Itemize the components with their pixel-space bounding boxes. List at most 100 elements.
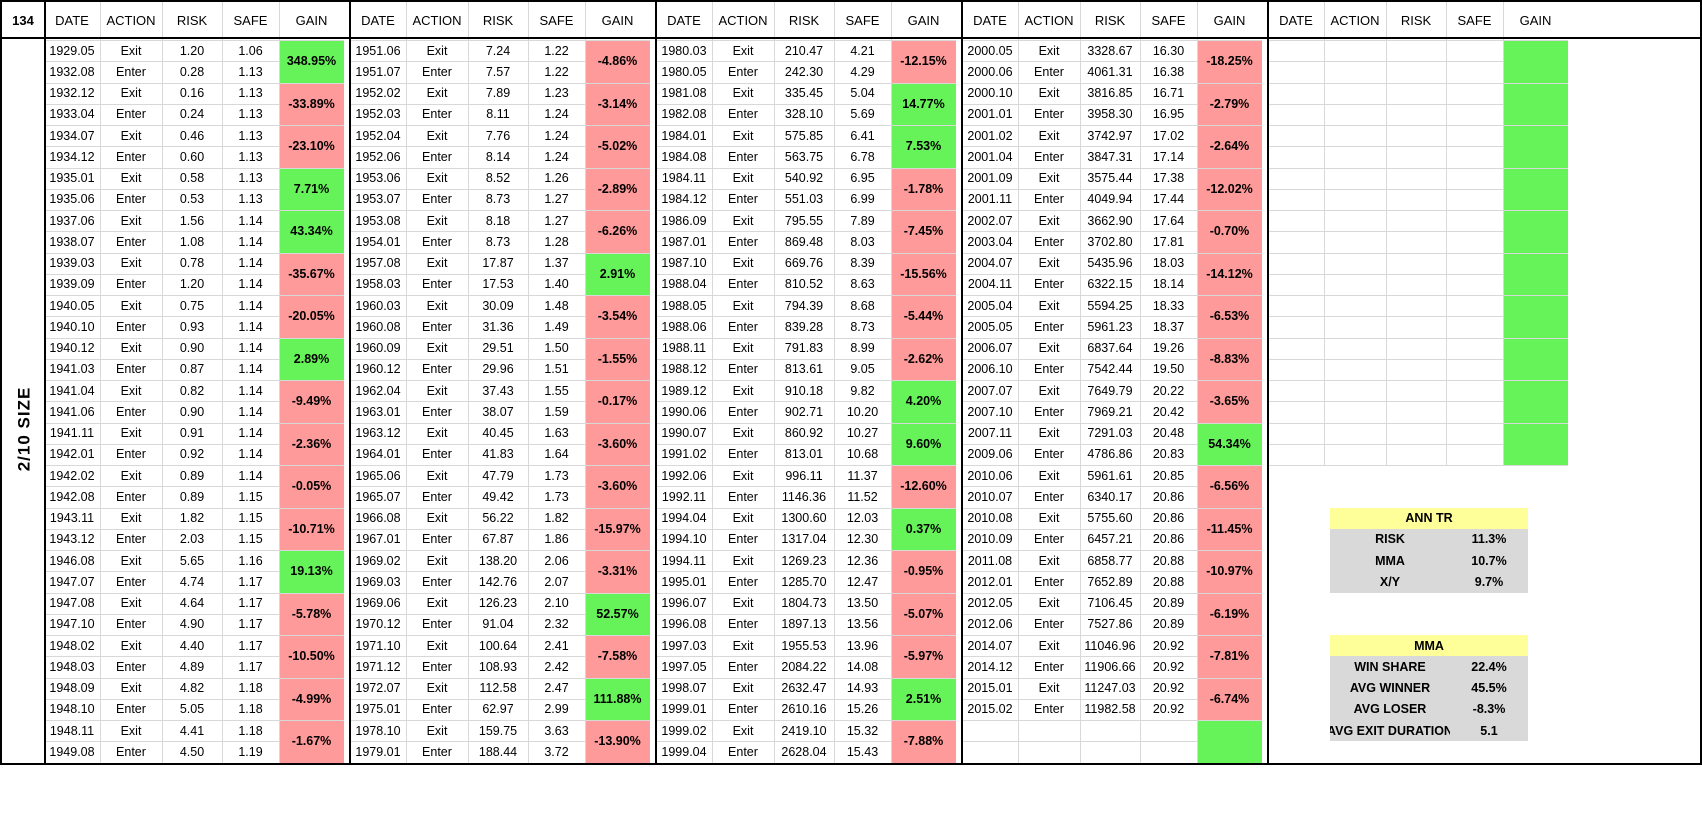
cell-safe[interactable]: 1.63	[544, 426, 569, 441]
cell-date[interactable]: 1984.08	[661, 149, 707, 164]
cell-safe[interactable]: 1.19	[238, 744, 263, 759]
gain-cell[interactable]	[1197, 720, 1262, 763]
cell-safe[interactable]: 14.93	[846, 681, 879, 696]
gain-cell[interactable]: -1.67%	[279, 720, 344, 763]
cell-action[interactable]: Enter	[728, 489, 758, 504]
cell-date[interactable]: 1987.01	[661, 234, 707, 249]
cell-safe[interactable]: 1.37	[544, 256, 569, 271]
cell-risk[interactable]: 4.50	[179, 744, 205, 759]
gain-cell[interactable]: -0.70%	[1197, 210, 1262, 253]
cell-action[interactable]: Exit	[732, 43, 754, 58]
cell-safe[interactable]: 1.15	[238, 511, 263, 526]
cell-action[interactable]: Exit	[732, 723, 754, 738]
cell-risk[interactable]: 6340.17	[1087, 489, 1133, 504]
cell-safe[interactable]: 1.15	[238, 532, 263, 547]
cell-safe[interactable]: 2.10	[544, 596, 569, 611]
cell-action[interactable]: Enter	[1034, 532, 1064, 547]
gain-cell[interactable]: -3.60%	[585, 422, 650, 465]
cell-date[interactable]: 1991.02	[661, 447, 707, 462]
cell-action[interactable]: Enter	[1034, 574, 1064, 589]
cell-action[interactable]: Exit	[426, 213, 448, 228]
cell-risk[interactable]: 3328.67	[1087, 43, 1133, 58]
cell-action[interactable]: Exit	[120, 128, 142, 143]
cell-date[interactable]: 1960.08	[355, 319, 401, 334]
cell-risk[interactable]: 2084.22	[781, 659, 827, 674]
cell-date[interactable]: 1940.12	[49, 341, 95, 356]
cell-risk[interactable]: 38.07	[482, 404, 514, 419]
cell-safe[interactable]: 6.78	[850, 149, 875, 164]
cell-safe[interactable]: 17.64	[1152, 213, 1185, 228]
cell-date[interactable]: 1999.01	[661, 702, 707, 717]
cell-action[interactable]: Enter	[728, 447, 758, 462]
cell-date[interactable]: 2006.07	[967, 341, 1013, 356]
gain-cell[interactable]: -5.44%	[891, 295, 956, 338]
cell-action[interactable]: Enter	[1034, 489, 1064, 504]
cell-safe[interactable]: 8.63	[850, 277, 875, 292]
cell-risk[interactable]: 4.40	[179, 638, 205, 653]
cell-date[interactable]: 1952.04	[355, 128, 401, 143]
cell-date[interactable]: 2001.11	[967, 192, 1013, 207]
cell-action[interactable]: Exit	[426, 596, 448, 611]
cell-date[interactable]: 1988.05	[661, 298, 707, 313]
cell-action[interactable]: Enter	[728, 107, 758, 122]
cell-safe[interactable]: 5.69	[850, 107, 875, 122]
cell-date[interactable]: 1949.08	[49, 744, 95, 759]
cell-action[interactable]: Exit	[732, 426, 754, 441]
cell-action[interactable]: Enter	[728, 574, 758, 589]
cell-risk[interactable]: 7527.86	[1087, 617, 1133, 632]
cell-safe[interactable]: 3.63	[544, 723, 569, 738]
cell-safe[interactable]: 10.27	[846, 426, 879, 441]
gain-cell[interactable]: 4.20%	[891, 380, 956, 423]
cell-date[interactable]: 1937.06	[49, 213, 95, 228]
gain-cell[interactable]: -1.55%	[585, 337, 650, 380]
cell-safe[interactable]: 1.73	[544, 489, 569, 504]
cell-date[interactable]: 2004.07	[967, 256, 1013, 271]
cell-safe[interactable]: 1.17	[238, 596, 263, 611]
cell-safe[interactable]: 20.89	[1152, 596, 1185, 611]
cell-risk[interactable]: 138.20	[478, 553, 518, 568]
cell-safe[interactable]: 20.88	[1152, 553, 1185, 568]
cell-action[interactable]: Exit	[120, 553, 142, 568]
cell-risk[interactable]: 2628.04	[781, 744, 827, 759]
cell-action[interactable]: Exit	[1038, 681, 1060, 696]
cell-risk[interactable]: 29.96	[482, 362, 514, 377]
cell-risk[interactable]: 791.83	[784, 341, 824, 356]
cell-action[interactable]: Exit	[1038, 213, 1060, 228]
cell-risk[interactable]: 11046.96	[1084, 638, 1136, 653]
cell-action[interactable]: Enter	[1034, 319, 1064, 334]
cell-date[interactable]: 2007.11	[967, 426, 1013, 441]
cell-date[interactable]: 2010.08	[967, 511, 1013, 526]
gain-cell[interactable]: -4.99%	[279, 677, 344, 720]
cell-date[interactable]: 1996.07	[661, 596, 707, 611]
cell-date[interactable]: 1941.06	[49, 404, 95, 419]
gain-cell[interactable]: -3.65%	[1197, 380, 1262, 423]
cell-date[interactable]: 2014.07	[967, 638, 1013, 653]
gain-cell[interactable]: -10.97%	[1197, 550, 1262, 593]
cell-risk[interactable]: 1.08	[179, 234, 205, 249]
cell-action[interactable]: Enter	[116, 404, 146, 419]
cell-action[interactable]: Exit	[120, 426, 142, 441]
cell-action[interactable]: Exit	[1038, 86, 1060, 101]
cell-date[interactable]: 1939.09	[49, 277, 95, 292]
gain-cell[interactable]: -6.56%	[1197, 465, 1262, 508]
cell-action[interactable]: Enter	[116, 489, 146, 504]
cell-safe[interactable]: 1.18	[238, 681, 263, 696]
gain-cell[interactable]: -3.54%	[585, 295, 650, 338]
cell-safe[interactable]: 2.07	[544, 574, 569, 589]
cell-risk[interactable]: 0.78	[179, 256, 205, 271]
gain-cell[interactable]: -15.56%	[891, 252, 956, 295]
cell-risk[interactable]: 7652.89	[1087, 574, 1133, 589]
cell-action[interactable]: Enter	[1034, 149, 1064, 164]
cell-date[interactable]: 1948.10	[49, 702, 95, 717]
cell-date[interactable]: 1995.01	[661, 574, 707, 589]
cell-risk[interactable]: 5755.60	[1087, 511, 1133, 526]
cell-risk[interactable]: 108.93	[478, 659, 518, 674]
cell-risk[interactable]: 5961.23	[1087, 319, 1133, 334]
gain-cell[interactable]: -23.10%	[279, 125, 344, 168]
cell-risk[interactable]: 0.89	[179, 489, 205, 504]
cell-safe[interactable]: 1.14	[238, 468, 263, 483]
gain-cell[interactable]: -1.78%	[891, 167, 956, 210]
cell-risk[interactable]: 1285.70	[781, 574, 827, 589]
cell-risk[interactable]: 8.73	[485, 192, 511, 207]
cell-date[interactable]: 1954.01	[355, 234, 401, 249]
